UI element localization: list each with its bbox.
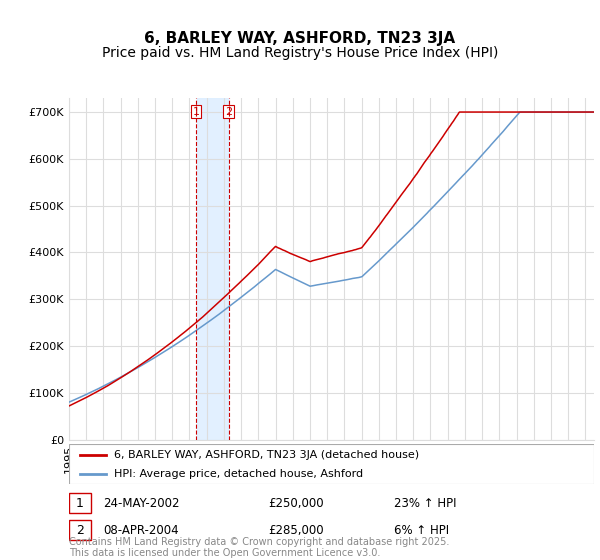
Text: 1: 1 bbox=[76, 497, 84, 510]
Text: 6% ↑ HPI: 6% ↑ HPI bbox=[395, 524, 449, 536]
Text: 23% ↑ HPI: 23% ↑ HPI bbox=[395, 497, 457, 510]
Text: £250,000: £250,000 bbox=[269, 497, 324, 510]
Text: 24-MAY-2002: 24-MAY-2002 bbox=[103, 497, 179, 510]
Text: 6, BARLEY WAY, ASHFORD, TN23 3JA (detached house): 6, BARLEY WAY, ASHFORD, TN23 3JA (detach… bbox=[113, 450, 419, 460]
Bar bbox=[69, 493, 91, 513]
Text: Contains HM Land Registry data © Crown copyright and database right 2025.
This d: Contains HM Land Registry data © Crown c… bbox=[69, 536, 449, 558]
Text: 1: 1 bbox=[193, 106, 200, 116]
Text: HPI: Average price, detached house, Ashford: HPI: Average price, detached house, Ashf… bbox=[113, 469, 363, 478]
Text: 2: 2 bbox=[76, 524, 84, 536]
Text: 2: 2 bbox=[225, 106, 232, 116]
Bar bbox=[69, 520, 91, 540]
Text: Price paid vs. HM Land Registry's House Price Index (HPI): Price paid vs. HM Land Registry's House … bbox=[102, 46, 498, 60]
Text: £285,000: £285,000 bbox=[269, 524, 324, 536]
Text: 6, BARLEY WAY, ASHFORD, TN23 3JA: 6, BARLEY WAY, ASHFORD, TN23 3JA bbox=[145, 31, 455, 46]
FancyBboxPatch shape bbox=[69, 444, 594, 484]
Text: 08-APR-2004: 08-APR-2004 bbox=[103, 524, 179, 536]
